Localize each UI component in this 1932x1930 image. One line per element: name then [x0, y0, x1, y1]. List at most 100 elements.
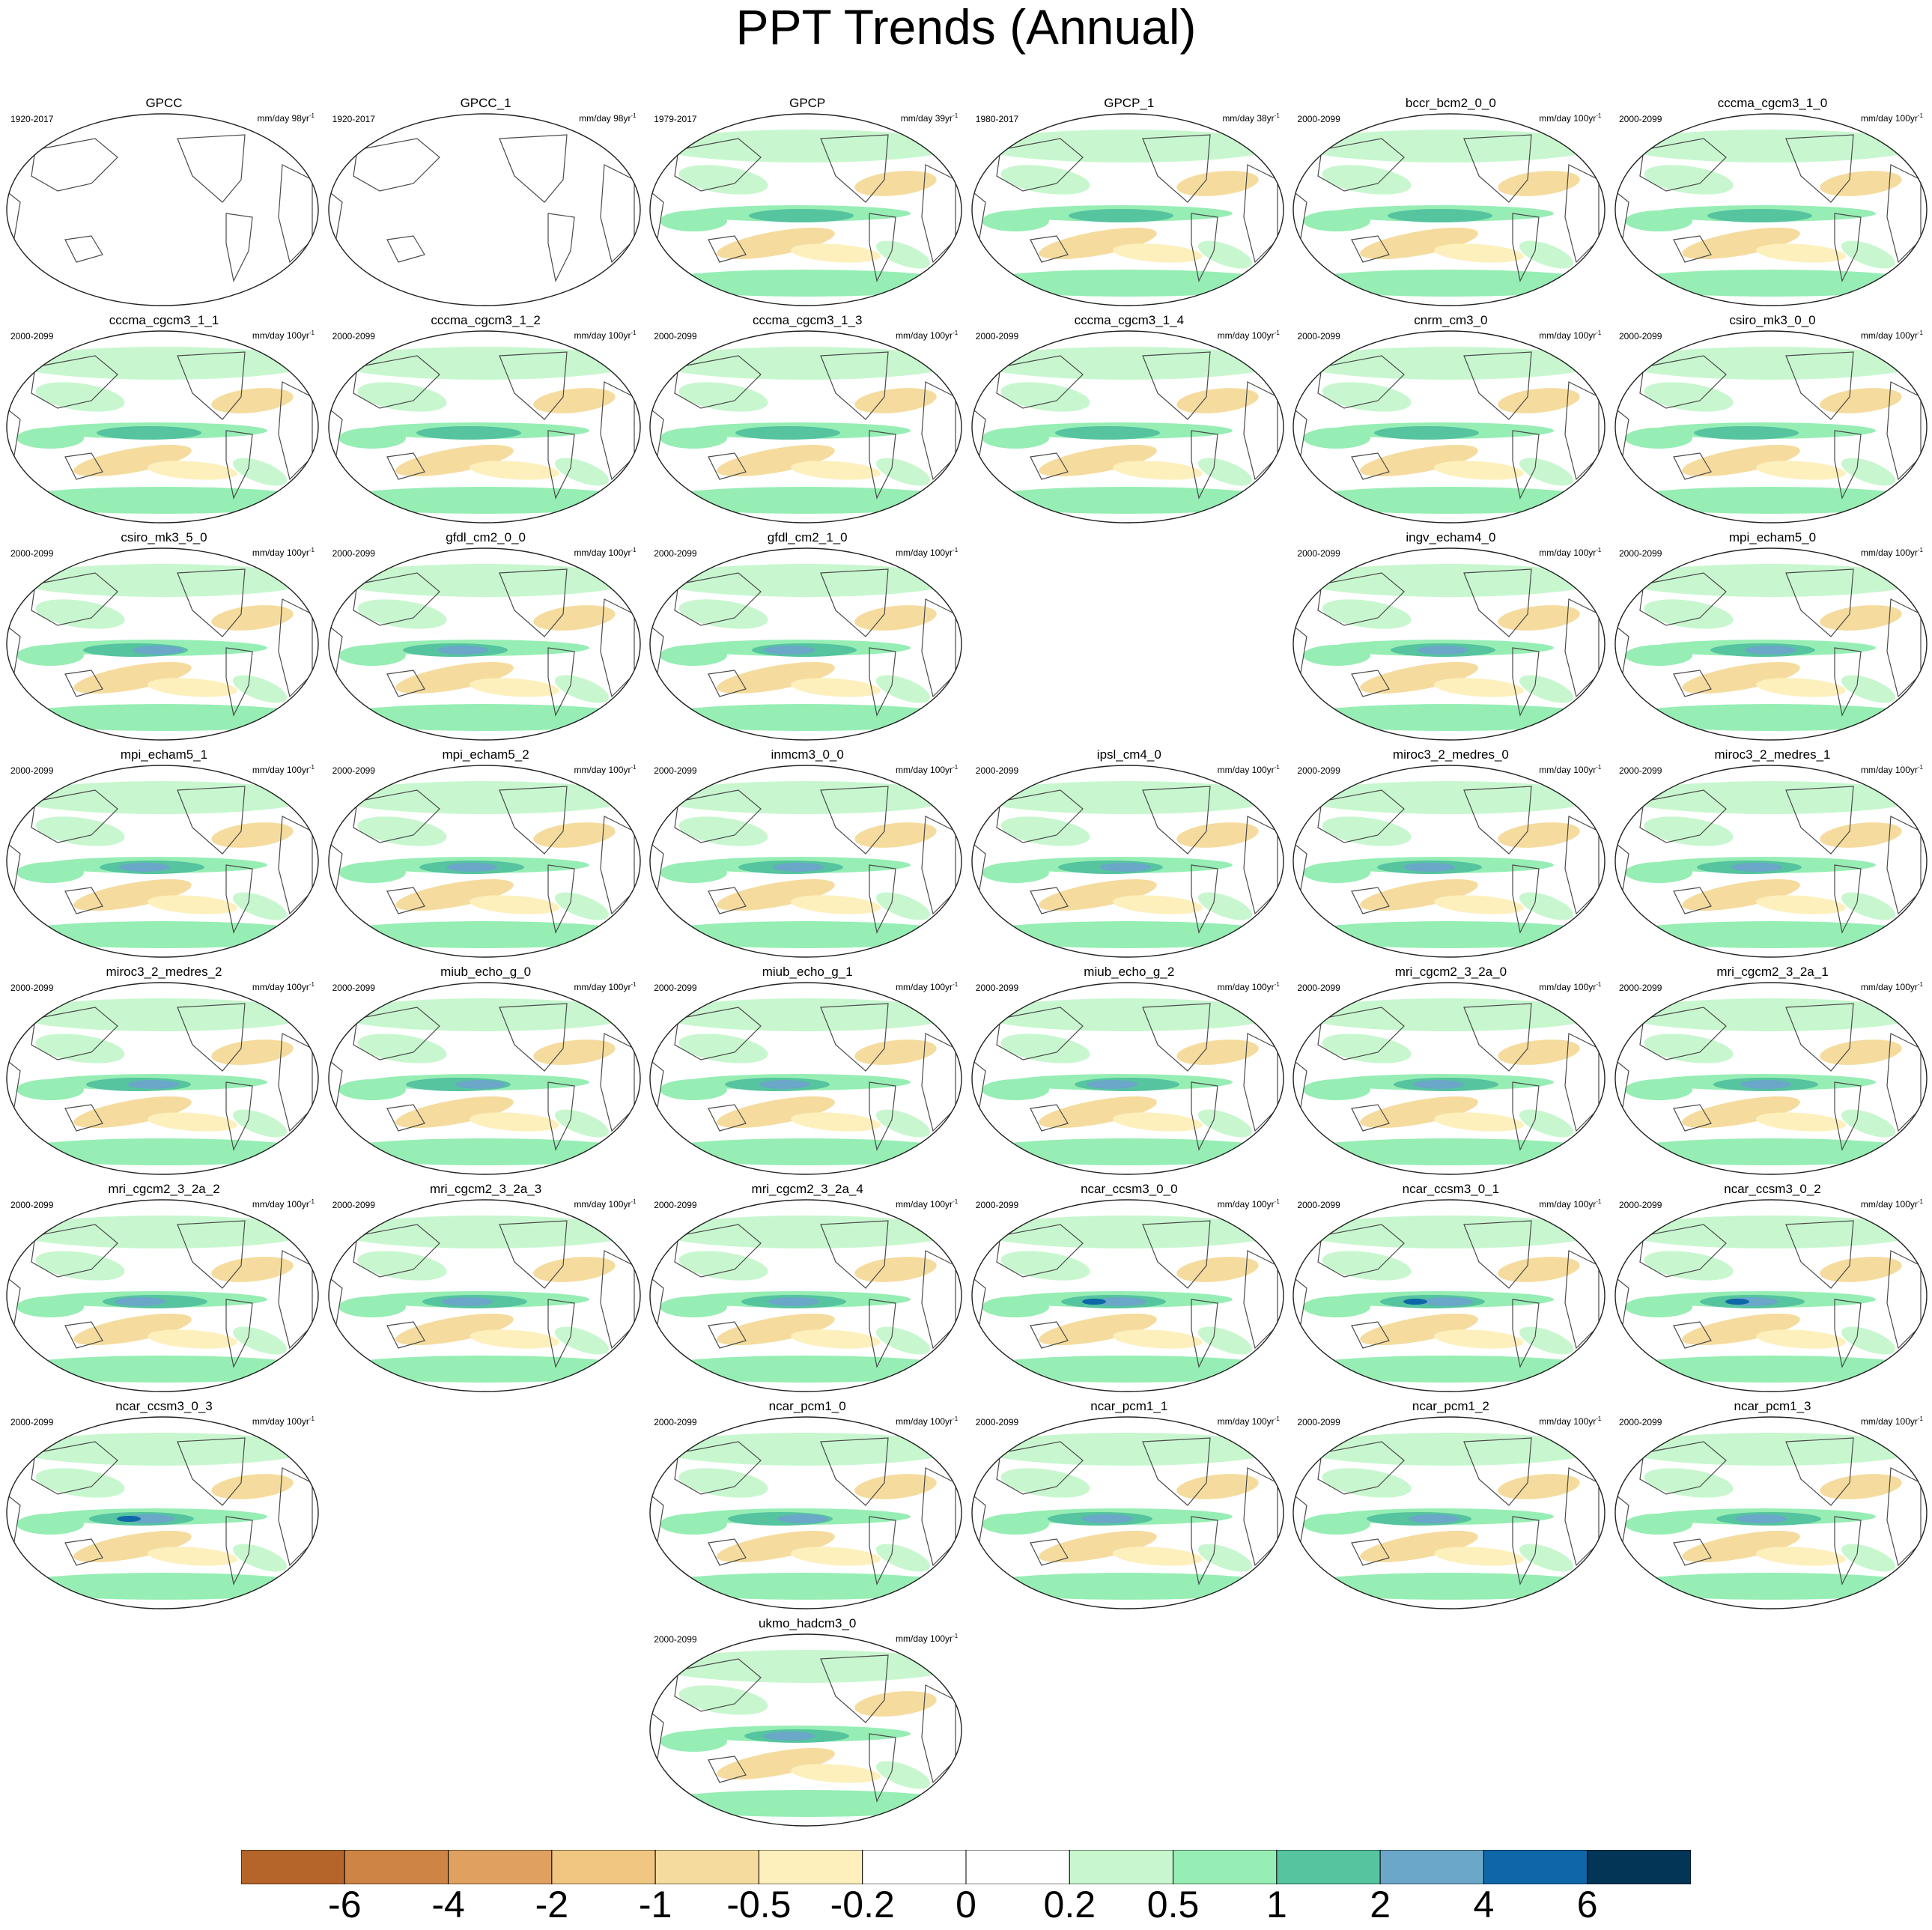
continent-australia-outline	[708, 452, 747, 480]
precip-field-indian-ocean	[1625, 645, 1692, 666]
precip-field-core	[1409, 1514, 1460, 1523]
panel-period: 2000-2099	[654, 765, 697, 776]
precip-field-south-america	[1519, 675, 1574, 703]
map-border	[1614, 547, 1928, 741]
colorbar-tick-label: -2	[535, 1884, 569, 1926]
map-panel: ipsl_cm4_0 2000-2099 mm/day 100yr-1	[968, 747, 1290, 965]
precip-field-atlantic	[854, 388, 937, 413]
continent-north-america-outline	[1463, 786, 1533, 855]
precip-field-core	[441, 1297, 493, 1306]
panel-title: GPCP	[789, 96, 826, 110]
precip-field-subtropics	[148, 895, 237, 914]
panel-title: mri_cgcm2_3_2a_0	[1394, 965, 1507, 979]
continent-north-america-outline	[1463, 1003, 1533, 1072]
precip-field-south-america	[1841, 240, 1896, 269]
map-border	[971, 982, 1284, 1175]
precip-field-southern-ocean	[1615, 1356, 1927, 1383]
precip-field-atlantic	[211, 1474, 294, 1499]
precip-field-southern-ocean	[7, 921, 318, 948]
panel-title: mpi_echam5_1	[120, 747, 208, 762]
precip-field-subtropics	[1434, 461, 1525, 480]
continent-africa-outline	[1886, 381, 1922, 481]
continent-australia-outline	[708, 1321, 747, 1349]
precip-field-southern-ocean	[650, 487, 962, 514]
panel-period: 2000-2099	[1619, 1417, 1662, 1427]
continent-africa-outline	[278, 816, 313, 915]
precip-field-atlantic	[211, 822, 294, 848]
precip-field-southern-ocean	[328, 921, 640, 948]
continent-north-america-outline	[820, 1003, 889, 1072]
precip-field-indian-ocean	[981, 1514, 1049, 1535]
precip-field-arctic	[656, 781, 956, 814]
colorbar-swatch	[965, 1850, 1070, 1884]
colorbar-swatch	[551, 1850, 656, 1884]
precip-field-equatorial-pacific	[749, 209, 854, 222]
continent-australia-outline	[1351, 235, 1391, 263]
panel-title: GPCC_1	[460, 96, 511, 110]
precip-field-arctic	[1621, 347, 1921, 380]
precip-field-south-america	[554, 892, 609, 920]
precip-field-south-america	[1841, 892, 1896, 920]
continent-australia-outline	[1351, 1104, 1391, 1132]
continent-south-america-outline	[1834, 864, 1862, 934]
panel-units: mm/day 100yr-1	[1860, 764, 1923, 775]
continent-australia-outline	[708, 1538, 747, 1566]
robinson-map	[1292, 547, 1606, 741]
precip-field-indian-ocean	[1625, 1296, 1692, 1317]
panel-period: 2000-2099	[1297, 114, 1340, 124]
precip-field-arctic	[1621, 1216, 1921, 1248]
continent-africa-outline	[1886, 1467, 1922, 1567]
colorbar-swatch	[758, 1850, 863, 1884]
precip-field-subtropics	[1112, 243, 1203, 263]
panel-title: cccma_cgcm3_1_0	[1717, 96, 1828, 110]
precip-field-indian-ocean	[1625, 1514, 1692, 1535]
precip-field-south-america	[1197, 1109, 1252, 1138]
colorbar-swatch	[1379, 1850, 1484, 1884]
colorbar-swatch	[1587, 1850, 1691, 1884]
precip-field-southern-ocean	[1615, 270, 1927, 297]
continent-africa-outline	[1886, 598, 1922, 698]
continent-africa-outline	[599, 164, 635, 264]
robinson-map	[1292, 1416, 1606, 1609]
precip-field-southern-ocean	[328, 487, 640, 514]
continent-south-america-outline	[1191, 1516, 1218, 1585]
map-panel: ncar_ccsm3_0_3 2000-2099 mm/day 100yr-1	[3, 1399, 325, 1616]
precip-field-atlantic	[1498, 1257, 1581, 1282]
precip-field-south-pacific	[1682, 1096, 1800, 1129]
continent-south-america-outline	[1512, 213, 1540, 282]
panel-units: mm/day 100yr-1	[896, 1415, 959, 1427]
continent-south-america-outline	[869, 213, 896, 282]
precip-field-arctic	[977, 998, 1278, 1031]
precip-field-arctic	[334, 347, 634, 380]
map-panel: ncar_ccsm3_0_2 2000-2099 mm/day 100yr-1	[1611, 1182, 1932, 1399]
precip-field-arctic	[1299, 564, 1600, 597]
precip-field-south-pacific	[1682, 1530, 1800, 1563]
panel-units: mm/day 100yr-1	[1539, 1198, 1602, 1210]
panel-period: 2000-2099	[975, 1417, 1019, 1427]
panel-title: miroc3_2_medres_0	[1392, 747, 1509, 762]
map-panel: miroc3_2_medres_2 2000-2099 mm/day 100yr-1	[3, 965, 325, 1182]
map-border	[1292, 1416, 1606, 1609]
panel-period: 2000-2099	[1619, 983, 1662, 993]
precip-field-subtropics	[1434, 1547, 1525, 1566]
panel-title: cccma_cgcm3_1_2	[431, 313, 541, 327]
precip-field-subtropics	[1756, 895, 1846, 914]
panel-units: mm/day 100yr-1	[1539, 764, 1602, 775]
map-panel: cccma_cgcm3_1_2 2000-2099 mm/day 100yr-1	[325, 313, 647, 530]
robinson-map	[649, 330, 962, 524]
panel-period: 2000-2099	[654, 1200, 697, 1210]
continent-australia-outline	[1029, 1104, 1069, 1132]
map-panel: mri_cgcm2_3_2a_0 2000-2099 mm/day 100yr-1	[1289, 965, 1611, 1182]
continent-australia-outline	[1351, 1538, 1391, 1566]
panel-period: 2000-2099	[1619, 1200, 1662, 1210]
precip-field-core	[1731, 863, 1782, 872]
continent-south-america-outline	[1834, 1299, 1862, 1368]
panel-units: mm/day 100yr-1	[1860, 330, 1923, 341]
continent-north-america-outline	[1785, 351, 1854, 420]
continent-asia-outline	[674, 138, 762, 192]
precip-field-south-pacific	[717, 1096, 836, 1129]
robinson-map	[327, 113, 641, 306]
precip-field-core	[777, 1514, 829, 1523]
precip-field-arctic	[334, 1216, 634, 1248]
precip-field-indian-ocean	[1303, 862, 1371, 883]
